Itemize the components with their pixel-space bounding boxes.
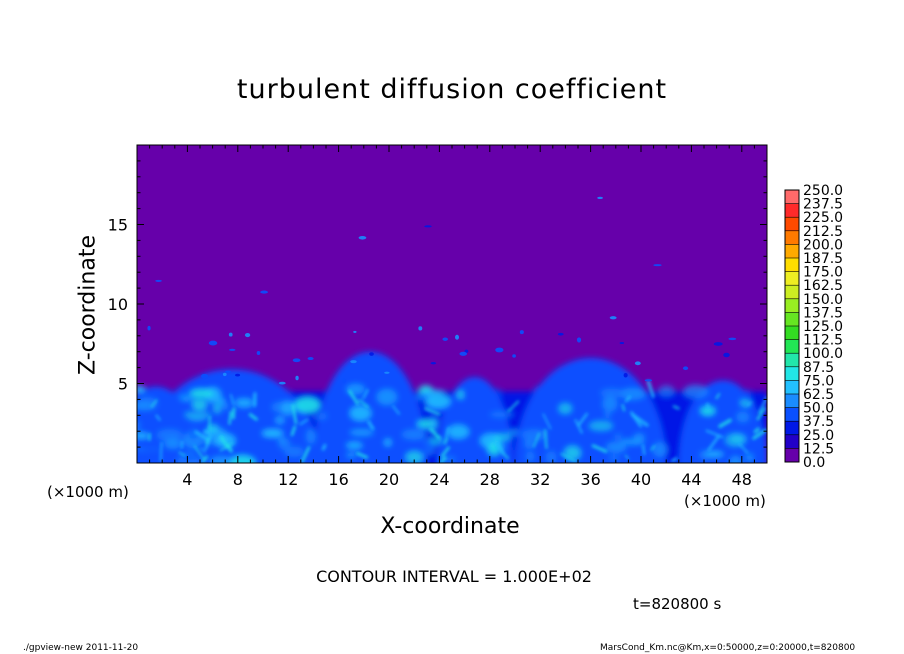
colorbar-label: 12.5 [803, 441, 834, 457]
x-tick-label: 28 [480, 470, 500, 489]
colorbar-swatch [785, 312, 799, 326]
x-tick-label: 4 [182, 470, 192, 489]
y-tick-label: 10 [108, 295, 128, 314]
colorbar-swatch [785, 394, 799, 408]
colorbar-label: 237.5 [803, 197, 843, 213]
colorbar-label: 62.5 [803, 387, 834, 403]
turbulent-streaks [148, 380, 767, 463]
x-tick-label: 8 [233, 470, 243, 489]
x-axis-label: X-coordinate [380, 514, 520, 539]
colorbar-swatch [785, 448, 799, 462]
x-axis: 4 8 12 16 20 24 28 32 36 40 44 48 [149, 145, 755, 489]
x-tick-label: 16 [328, 470, 348, 489]
colorbar-swatch [785, 353, 799, 367]
colorbar-label: 225.0 [803, 210, 843, 226]
x-tick-label: 24 [429, 470, 449, 489]
colorbar-label: 25.0 [803, 428, 834, 444]
colorbar-label: 37.5 [803, 414, 834, 430]
colorbar-label: 0.0 [803, 455, 825, 471]
y-axis: 5 10 15 [108, 160, 767, 448]
x-tick-label: 12 [278, 470, 298, 489]
colorbar-swatch [785, 203, 799, 218]
x-tick-label: 40 [631, 470, 651, 489]
colorbar-swatch [785, 258, 799, 272]
colorbar-label: 112.5 [803, 333, 843, 349]
turbulent-layer [137, 351, 767, 463]
x-unit-label-right: (×1000 m) [684, 492, 766, 510]
colorbar-swatch [785, 326, 799, 340]
colorbar-swatch [785, 380, 799, 394]
colorbar-label: 200.0 [803, 237, 843, 253]
colorbar-swatch [785, 271, 799, 286]
colorbar-swatch [785, 244, 799, 258]
x-tick-label: 36 [580, 470, 600, 489]
x-tick-label: 20 [379, 470, 399, 489]
colorbar-swatch [785, 421, 799, 435]
colorbar-label: 250.0 [803, 183, 843, 199]
chart-title: turbulent diffusion coefficient [236, 74, 668, 105]
colorbar-swatch [785, 217, 799, 231]
time-stamp: t=820800 s [633, 595, 722, 613]
colorbar-label: 100.0 [803, 346, 843, 362]
y-tick-label: 15 [108, 216, 128, 235]
colorbar-swatch [785, 407, 799, 422]
colorbar-label: 137.5 [803, 305, 843, 321]
colorbar-label: 87.5 [803, 360, 834, 376]
colorbar-swatch [785, 298, 799, 313]
footer-left: ./gpview-new 2011-11-20 [23, 643, 139, 653]
colorbar-label: 125.0 [803, 319, 843, 335]
x-tick-label: 32 [530, 470, 550, 489]
colorbar-label: 150.0 [803, 292, 843, 308]
colorbar-label: 162.5 [803, 278, 843, 294]
x-tick-label: 44 [681, 470, 701, 489]
contour-interval-note: CONTOUR INTERVAL = 1.000E+02 [316, 567, 592, 586]
y-tick-label: 5 [118, 375, 128, 394]
x-unit-label-left: (×1000 m) [47, 483, 129, 501]
colorbar-swatch [785, 230, 799, 245]
plot-area [137, 145, 767, 463]
colorbar-label: 50.0 [803, 401, 834, 417]
colorbar-swatch [785, 339, 799, 354]
colorbar-label: 212.5 [803, 224, 843, 240]
colorbar-label: 175.0 [803, 265, 843, 281]
colorbar-label: 187.5 [803, 251, 843, 267]
colorbar-label: 75.0 [803, 373, 834, 389]
colorbar-swatch [785, 434, 799, 449]
colorbar-swatch [785, 285, 799, 299]
colorbar-swatch [785, 366, 799, 381]
footer-right: MarsCond_Km.nc@Km,x=0:50000,z=0:20000,t=… [600, 643, 856, 653]
y-axis-label: Z-coordinate [75, 235, 101, 375]
x-tick-label: 48 [732, 470, 752, 489]
colorbar: 0.012.525.037.550.062.575.087.5100.0112.… [784, 183, 843, 471]
colorbar-swatch [785, 190, 799, 204]
